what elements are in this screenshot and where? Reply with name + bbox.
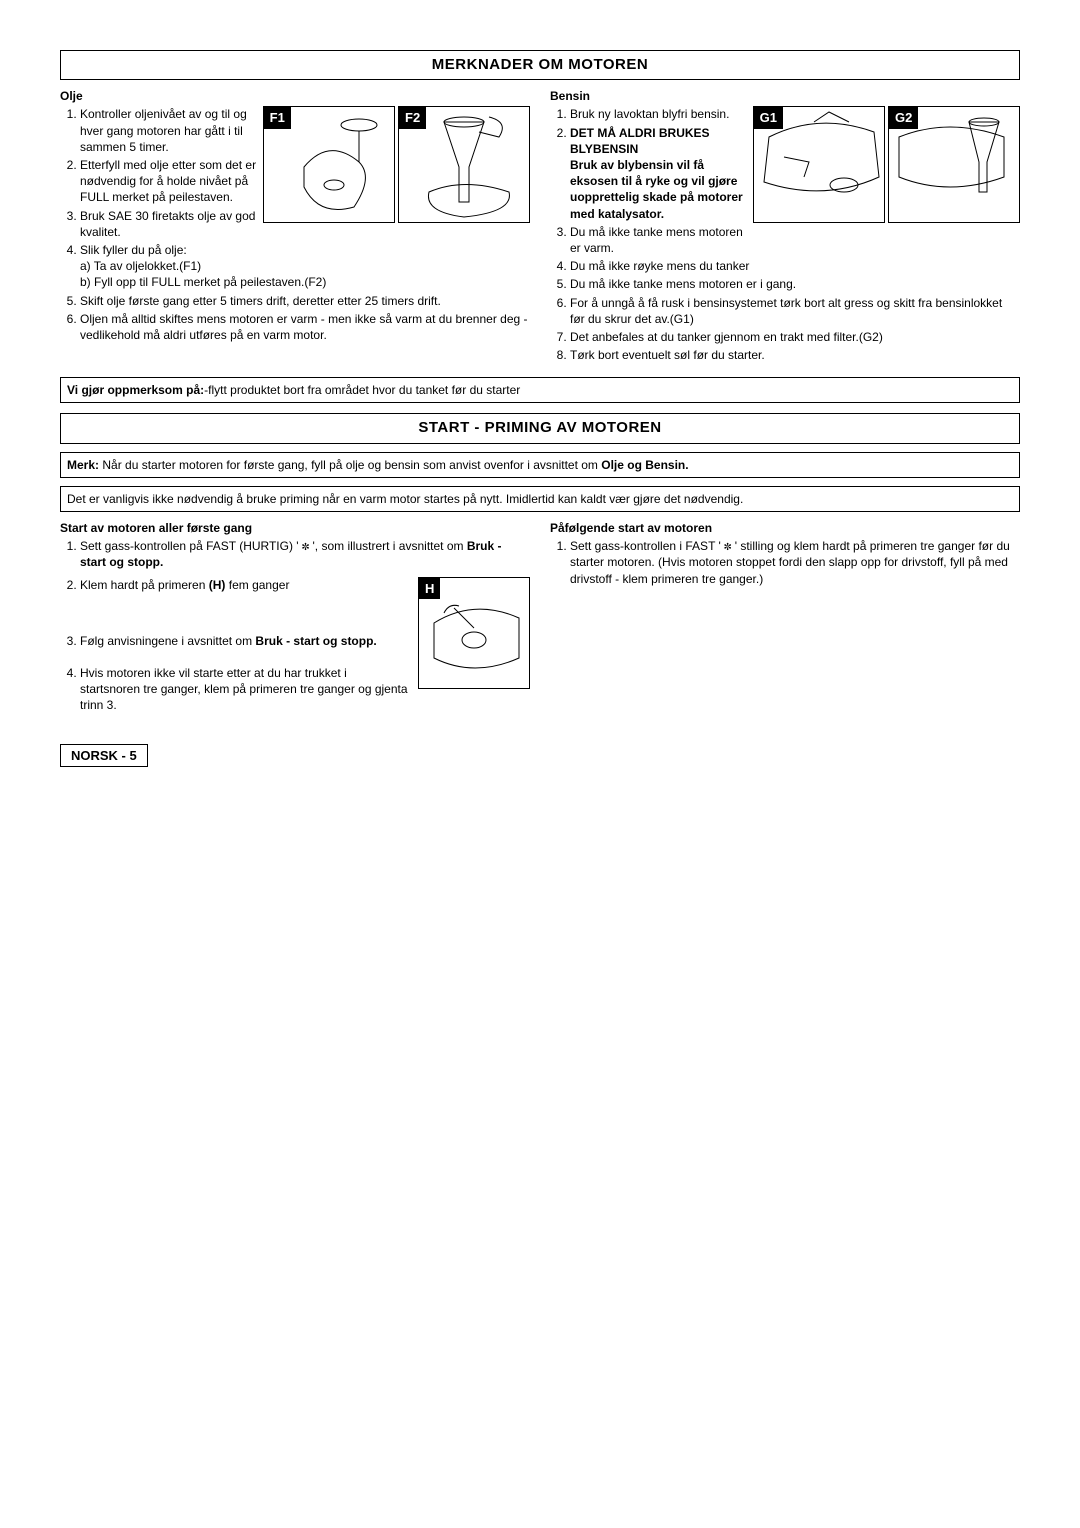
priming-columns: Start av motoren aller første gang Sett … (60, 520, 1020, 720)
figure-f1-art (264, 107, 394, 222)
first-start-column: Start av motoren aller første gang Sett … (60, 520, 530, 720)
olje-figures: F1 F2 (263, 106, 530, 227)
bensin-item-2-rest: Bruk av blybensin vil få eksosen til å r… (570, 158, 743, 221)
subsequent-start-item-1-a: Sett gass-kontrollen i FAST ' (570, 539, 724, 553)
first-start-item-1: Sett gass-kontrollen på FAST (HURTIG) ' … (80, 538, 530, 570)
first-start-item-3-a: Følg anvisningene i avsnittet om (80, 634, 255, 648)
section-title-motor: MERKNADER OM MOTOREN (60, 50, 1020, 80)
first-start-item-1-a: Sett gass-kontrollen på FAST (HURTIG) ' (80, 539, 302, 553)
bensin-column: Bensin G1 G2 (550, 88, 1020, 369)
figure-g2-art (889, 107, 1019, 222)
first-start-item-2-b: fem ganger (225, 578, 289, 592)
first-start-item-3-bold: Bruk - start og stopp. (255, 634, 376, 648)
bensin-item-6: For å unngå å få rusk i bensinsystemet t… (570, 295, 1020, 327)
first-start-heading: Start av motoren aller første gang (60, 520, 530, 536)
bensin-item-7: Det anbefales at du tanker gjennom en tr… (570, 329, 1020, 345)
olje-item-6: Oljen må alltid skiftes mens motoren er … (80, 311, 530, 343)
priming-notice-2: Det er vanligvis ikke nødvendig å bruke … (60, 486, 1020, 512)
olje-heading: Olje (60, 88, 530, 104)
figure-g2: G2 (888, 106, 1020, 223)
subsequent-start-heading: Påfølgende start av motoren (550, 520, 1020, 536)
page-footer: NORSK - 5 (60, 744, 148, 768)
bensin-item-2-lead: DET MÅ ALDRI BRUKES BLYBENSIN (570, 126, 710, 156)
section-title-priming: START - PRIMING AV MOTOREN (60, 413, 1020, 443)
figure-h-art (419, 578, 529, 688)
figure-h: H (418, 577, 530, 689)
first-start-list: Sett gass-kontrollen på FAST (HURTIG) ' … (60, 538, 530, 570)
bensin-figures: G1 G2 (753, 106, 1020, 227)
bensin-item-3: Du må ikke tanke mens motoren er varm. (570, 224, 1020, 256)
subsequent-start-list: Sett gass-kontrollen i FAST ' ✼ ' stilli… (550, 538, 1020, 587)
first-start-item-1-b: ', som illustrert i avsnittet om (309, 539, 467, 553)
mid-notice-lead: Vi gjør oppmerksom på: (67, 383, 204, 397)
figure-g1: G1 (753, 106, 885, 223)
bensin-item-8: Tørk bort eventuelt søl før du starter. (570, 347, 1020, 363)
motor-notes-columns: Olje F1 F2 (60, 88, 1020, 369)
mid-notice: Vi gjør oppmerksom på:-flytt produktet b… (60, 377, 1020, 403)
first-start-item-2-bold: (H) (209, 578, 226, 592)
subsequent-start-item-1: Sett gass-kontrollen i FAST ' ✼ ' stilli… (570, 538, 1020, 587)
olje-item-5: Skift olje første gang etter 5 timers dr… (80, 293, 530, 309)
figure-f2: F2 (398, 106, 530, 223)
figure-f2-art (399, 107, 529, 222)
subsequent-start-column: Påfølgende start av motoren Sett gass-ko… (550, 520, 1020, 720)
bensin-item-5: Du må ikke tanke mens motoren er i gang. (570, 276, 1020, 292)
bensin-item-4: Du må ikke røyke mens du tanker (570, 258, 1020, 274)
olje-item-4: Slik fyller du på olje: a) Ta av oljelok… (80, 242, 530, 291)
mid-notice-text: -flytt produktet bort fra området hvor d… (204, 383, 520, 397)
priming-notice-1: Merk: Når du starter motoren for første … (60, 452, 1020, 478)
figure-g1-art (754, 107, 884, 222)
figure-f1: F1 (263, 106, 395, 223)
bensin-heading: Bensin (550, 88, 1020, 104)
first-start-item-2-a: Klem hardt på primeren (80, 578, 209, 592)
priming-notice-1-lead: Merk: (67, 458, 99, 472)
priming-notice-1-bold: Olje og Bensin. (601, 458, 688, 472)
olje-column: Olje F1 F2 (60, 88, 530, 369)
priming-notice-1-text: Når du starter motoren for første gang, … (99, 458, 601, 472)
